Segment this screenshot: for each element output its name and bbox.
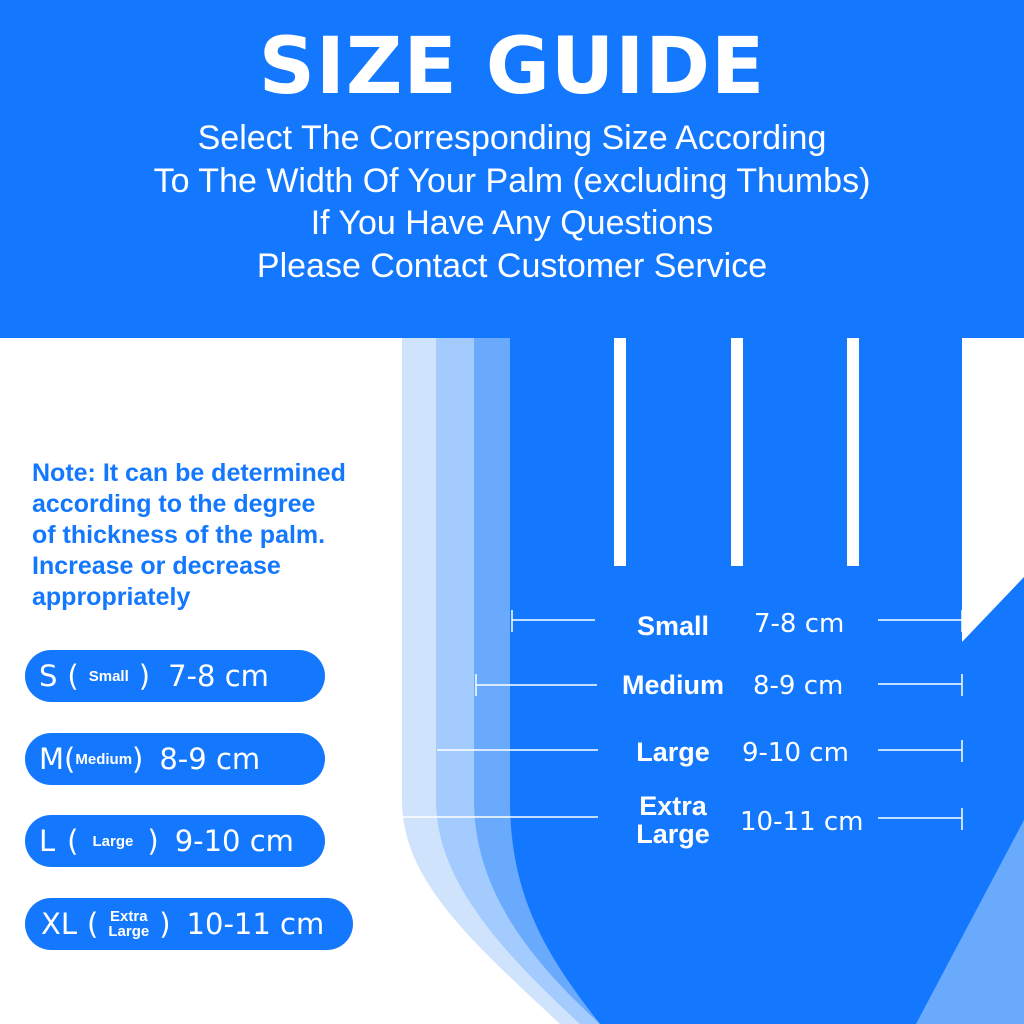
size-code: M bbox=[39, 742, 65, 776]
measure-label: Large bbox=[636, 737, 710, 767]
size-name: Medium bbox=[75, 750, 133, 768]
page-title: SIZE GUIDE bbox=[258, 22, 766, 112]
size-name: Small bbox=[88, 667, 129, 685]
note-line: Note: It can be determined bbox=[32, 459, 346, 487]
size-code: XL bbox=[41, 907, 78, 941]
subtitle-line: Please Contact Customer Service bbox=[256, 247, 768, 285]
finger-divider bbox=[731, 338, 743, 566]
size-pill-xl: XL ( Extra Large ) 10-11 cm bbox=[25, 898, 353, 950]
measure-lines bbox=[402, 610, 963, 830]
measure-label: Small bbox=[636, 611, 710, 641]
size-pill-m: M ( Medium ) 8-9 cm bbox=[25, 733, 325, 785]
finger-divider bbox=[847, 338, 859, 566]
size-range: 8-9 cm bbox=[159, 742, 261, 776]
measure-range: 8-9 cm bbox=[753, 671, 844, 701]
note-line: of thickness of the palm. bbox=[32, 521, 326, 549]
note-line: according to the degree bbox=[32, 490, 316, 518]
note-line: Increase or decrease bbox=[32, 552, 281, 580]
note-line: appropriately bbox=[32, 583, 191, 611]
finger-divider bbox=[614, 338, 626, 566]
size-pill-s: S ( Small ) 7-8 cm bbox=[25, 650, 325, 702]
measure-range: 10-11 cm bbox=[740, 807, 864, 837]
subtitle-line: Select The Corresponding Size According bbox=[197, 119, 827, 157]
size-pill-l: L ( Large ) 9-10 cm bbox=[25, 815, 325, 867]
size-name: Large bbox=[92, 832, 134, 850]
header-banner: SIZE GUIDE Select The Corresponding Size… bbox=[0, 0, 1024, 338]
size-range: 9-10 cm bbox=[174, 824, 294, 858]
size-range: 7-8 cm bbox=[168, 659, 269, 693]
size-name: Extra Large bbox=[108, 908, 150, 940]
size-range: 10-11 cm bbox=[186, 907, 325, 941]
thumb-gap bbox=[962, 338, 1024, 642]
subtitle-line: To The Width Of Your Palm (excluding Thu… bbox=[153, 162, 871, 200]
subtitle-line: If You Have Any Questions bbox=[310, 204, 714, 242]
measure-range: 9-10 cm bbox=[742, 738, 849, 768]
note-text: Note: It can be determined according to … bbox=[32, 458, 346, 613]
measure-label: Extra Large bbox=[636, 791, 710, 849]
glove-palm bbox=[510, 338, 1024, 1024]
size-code: S bbox=[39, 659, 58, 693]
measure-range: 7-8 cm bbox=[754, 609, 845, 639]
size-code: L bbox=[39, 824, 56, 858]
measure-label: Medium bbox=[621, 670, 724, 700]
